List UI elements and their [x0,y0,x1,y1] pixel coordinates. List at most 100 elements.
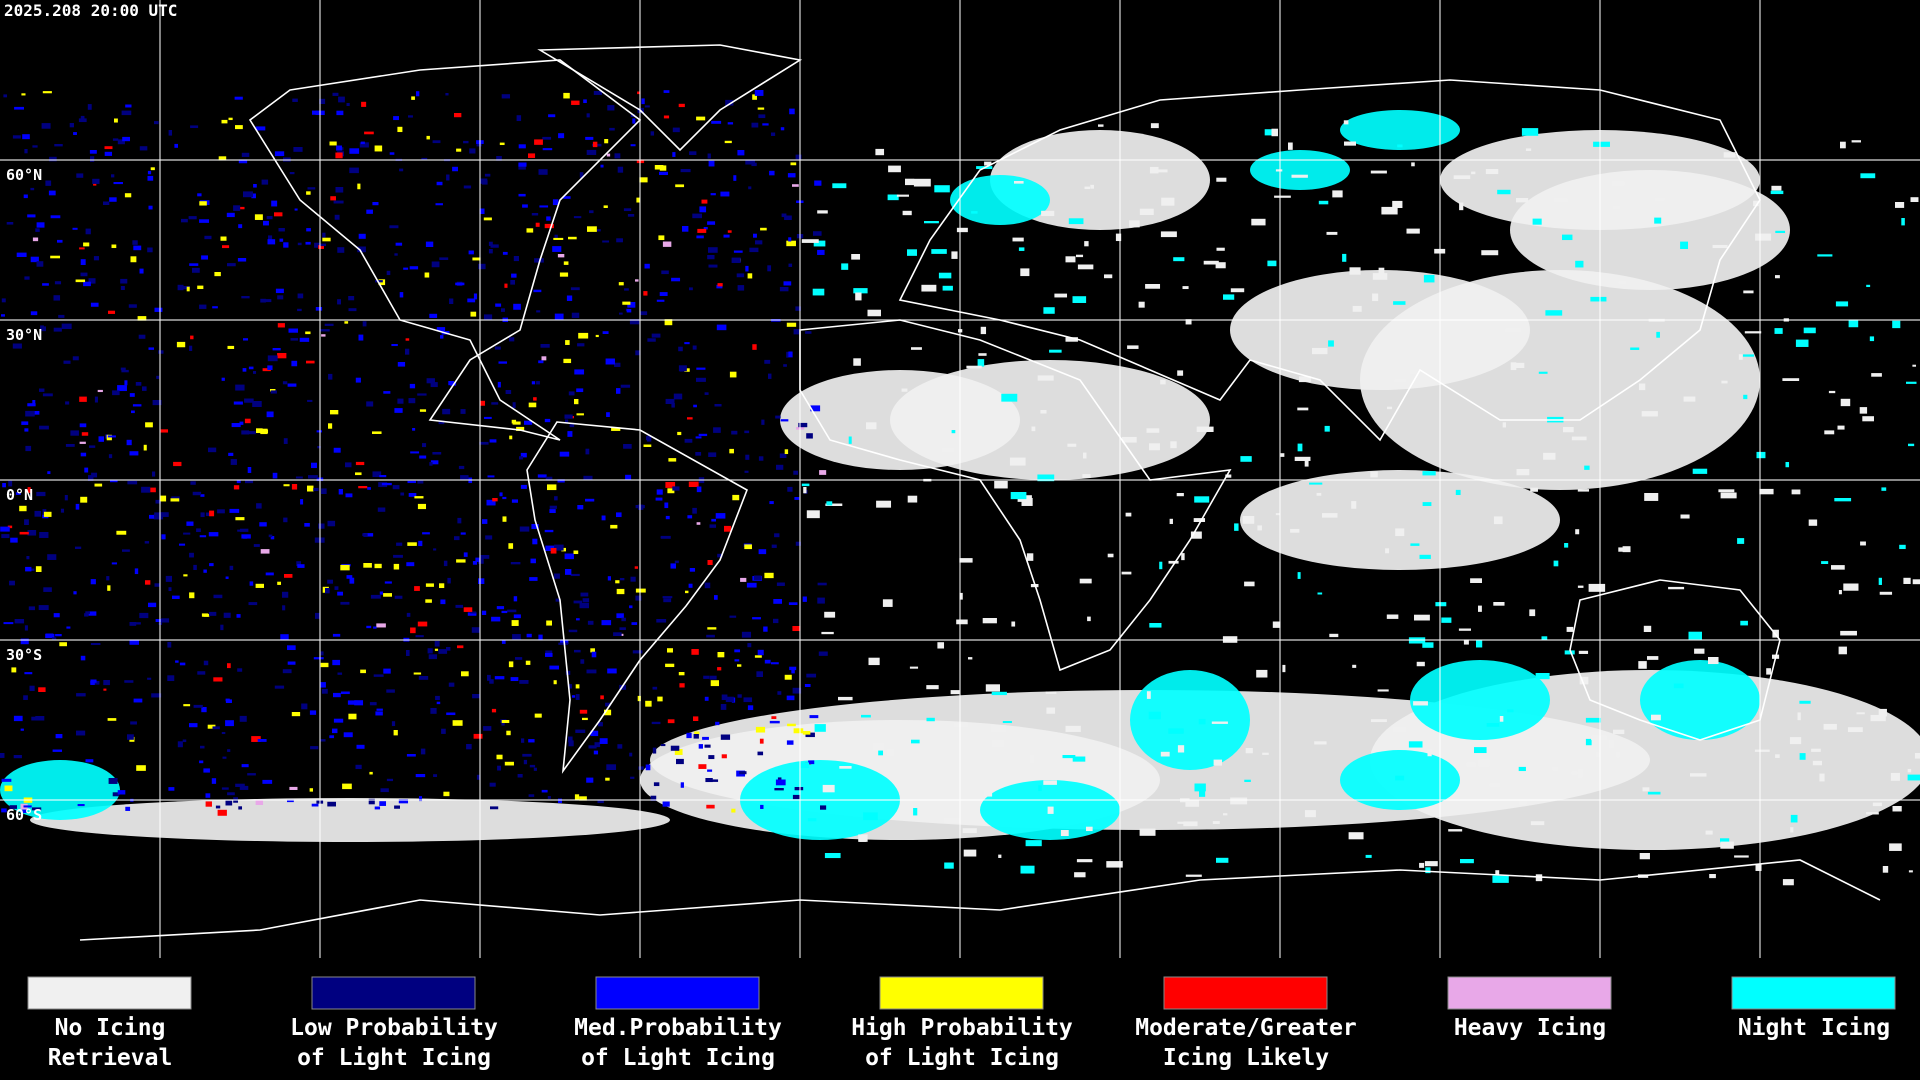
icing-speck [307,187,316,190]
cloud-speck [1291,174,1308,178]
icing-speck [783,281,792,286]
cloud-speck [1613,729,1625,735]
cloud-speck [1294,456,1311,461]
cloud-speck [1585,738,1592,746]
cloud-speck [814,724,826,732]
cloud-speck [1705,830,1713,835]
icing-speck [725,696,734,703]
icing-speck [574,649,581,653]
icing-speck [757,649,764,656]
icing-speck [1,808,7,813]
icing-speck [676,758,684,765]
icing-speck [630,776,635,779]
cloud-area [780,370,1020,470]
cloud-speck [1173,257,1185,262]
icing-speck [251,736,261,742]
icing-speck [158,350,164,354]
icing-speck [43,587,52,592]
icing-speck [283,242,289,248]
icing-speck [230,459,237,465]
icing-speck [318,245,324,249]
icing-speck [533,289,542,293]
icing-speck [218,156,227,161]
icing-speck [111,174,115,178]
cloud-speck [1424,861,1438,867]
icing-speck [407,542,417,546]
icing-speck [696,116,706,121]
icing-speck [616,588,625,595]
icing-speck [751,122,759,128]
icing-speck [147,677,152,680]
cloud-speck [1817,254,1833,257]
cloud-speck [1803,327,1816,334]
icing-speck [682,226,689,232]
cloud-speck [1115,233,1122,242]
icing-speck [121,369,129,373]
legend-swatch [879,976,1044,1010]
icing-speck [21,421,29,425]
icing-speck [745,454,750,460]
icing-speck [301,703,308,710]
icing-speck [776,464,784,470]
icing-speck [278,228,285,232]
icing-speck [531,381,536,385]
cloud-speck [1673,683,1684,689]
icing-speck [270,390,277,394]
icing-speck [197,671,206,675]
icing-speck [781,213,787,218]
icing-speck [2,483,6,488]
icing-speck [242,368,247,372]
icing-speck [28,606,35,611]
icing-speck [212,306,218,309]
icing-speck [741,631,752,638]
icing-speck [443,560,448,567]
icing-speck [7,525,13,529]
icing-speck [132,404,142,407]
icing-speck [565,340,570,345]
icing-speck [79,441,86,444]
icing-speck [440,335,444,339]
icing-speck [256,503,262,509]
icing-speck [484,416,492,419]
icing-speck [14,106,24,110]
cloud-speck [1869,336,1875,342]
icing-speck [739,771,747,775]
icing-speck [731,430,738,435]
cloud-speck [1408,741,1423,748]
icing-speck [237,258,247,262]
icing-speck [565,569,572,575]
icing-speck [769,170,775,176]
icing-speck [310,746,319,750]
icing-speck [179,662,186,666]
icing-speck [320,243,327,247]
icing-speck [125,806,131,811]
legend-label: High Probability [851,1015,1073,1041]
icing-speck [47,471,51,475]
icing-speck [707,255,715,260]
icing-speck [161,618,170,623]
icing-speck [97,389,103,393]
icing-speck [287,799,294,803]
icing-speck [143,444,147,451]
icing-speck [355,472,362,476]
icing-speck [373,674,384,677]
icing-speck [222,245,230,249]
icing-speck [104,146,113,150]
cloud-speck [1471,171,1476,175]
icing-speck [789,108,795,115]
icing-speck [554,313,564,320]
cloud-speck [1530,487,1538,492]
icing-speck [763,626,768,632]
cloud-speck [1040,410,1047,414]
icing-speck [79,396,87,402]
cloud-speck [1386,614,1399,619]
cloud-speck [1067,443,1077,447]
icing-speck [317,446,321,449]
cloud-speck [1262,752,1269,755]
icing-speck [605,702,611,707]
icing-speck [469,148,476,154]
icing-speck [695,452,702,456]
cloud-speck [832,183,847,189]
icing-speck [306,360,315,364]
icing-speck [129,393,135,397]
